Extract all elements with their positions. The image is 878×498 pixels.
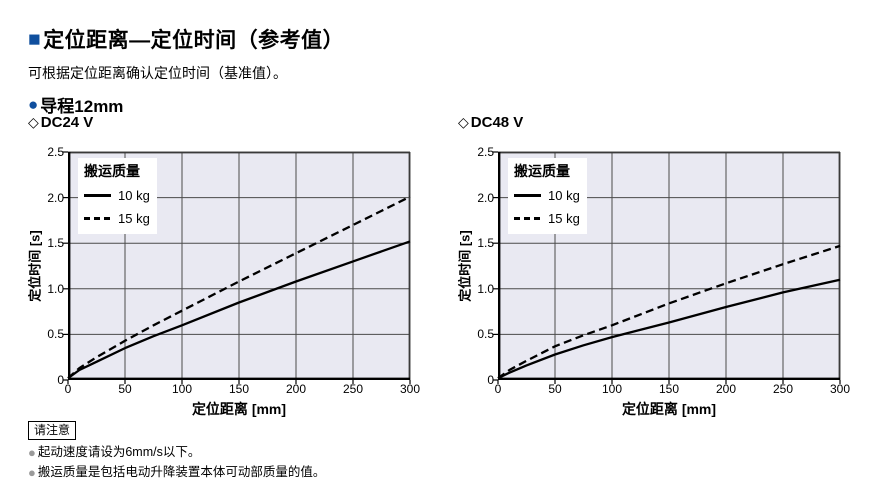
y-tick-label: 0.5 bbox=[47, 327, 64, 342]
x-tick-label: 100 bbox=[171, 382, 193, 396]
y-tick-label: 0.5 bbox=[477, 327, 494, 342]
lead-spec-label: 导程12mm bbox=[40, 97, 124, 116]
y-tick-label: 0 bbox=[487, 373, 494, 387]
note-text: 搬运质量是包括电动升降装置本体可动部质量的值。 bbox=[37, 465, 326, 479]
y-tick-label: 2.0 bbox=[47, 190, 64, 205]
diamond-icon: ◇ bbox=[28, 114, 39, 130]
x-tick-label: 300 bbox=[399, 382, 421, 396]
header: ■ 定位距离―定位时间（参考值） 可根据定位距离确认定位时间（基准值）。 ● 导… bbox=[28, 24, 344, 117]
x-axis-label: 定位距离 [mm] bbox=[621, 401, 717, 417]
chart-dc24v-title: DC24 V bbox=[40, 113, 94, 131]
x-axis-label: 定位距离 [mm] bbox=[191, 401, 287, 417]
solid-line-swatch bbox=[84, 194, 111, 197]
x-tick-label: 200 bbox=[285, 382, 307, 396]
x-tick-label: 50 bbox=[118, 382, 132, 396]
x-tick-label: 0 bbox=[494, 382, 502, 396]
y-tick-label: 1.5 bbox=[477, 236, 494, 251]
x-tick-label: 100 bbox=[601, 382, 623, 396]
note-bullet-icon: ● bbox=[28, 464, 36, 480]
page-title-text: 定位距离―定位时间（参考值） bbox=[43, 29, 345, 52]
y-tick-label: 2.5 bbox=[47, 145, 64, 159]
x-tick-label: 50 bbox=[548, 382, 562, 396]
x-tick-label: 300 bbox=[829, 382, 851, 396]
legend-item-label: 15 kg bbox=[548, 211, 580, 226]
caution-box: 请注意 bbox=[28, 421, 77, 440]
y-tick-label: 1.0 bbox=[47, 281, 64, 296]
page-subtitle: 可根据定位距离确认定位时间（基准值）。 bbox=[28, 65, 287, 81]
legend-item-label: 15 kg bbox=[118, 211, 150, 226]
legend-item-label: 10 kg bbox=[118, 188, 150, 203]
chart-dc48v-title: DC48 V bbox=[470, 113, 524, 131]
solid-line-swatch bbox=[514, 194, 541, 197]
y-tick-label: 2.5 bbox=[477, 145, 494, 159]
dashed-line-swatch bbox=[514, 217, 541, 220]
legend: 搬运质量 10 kg 15 kg bbox=[508, 158, 587, 234]
note-text: 起动速度请设为6mm/s以下。 bbox=[37, 445, 201, 459]
y-tick-label: 0 bbox=[57, 373, 64, 387]
y-tick-label: 1.0 bbox=[477, 281, 494, 296]
x-tick-label: 150 bbox=[228, 382, 250, 396]
legend-item-label: 10 kg bbox=[548, 188, 580, 203]
legend-item-10kg: 10 kg bbox=[514, 184, 580, 207]
lead-circle-icon: ● bbox=[28, 95, 39, 114]
note-item: ● 搬运质量是包括电动升降装置本体可动部质量的值。 bbox=[28, 464, 325, 480]
x-tick-label: 250 bbox=[772, 382, 794, 396]
x-tick-label: 200 bbox=[715, 382, 737, 396]
chart-dc24v-heading: ◇ DC24 V bbox=[28, 112, 440, 132]
legend-title: 搬运质量 bbox=[514, 163, 570, 179]
legend-title: 搬运质量 bbox=[84, 163, 140, 179]
diamond-icon: ◇ bbox=[458, 114, 469, 130]
note-item: ● 起动速度请设为6mm/s以下。 bbox=[28, 444, 325, 460]
chart-dc48v: ◇ DC48 V 定位时间 [s] 搬运质量 10 kg 15 kg 0 50 10… bbox=[458, 112, 870, 432]
chart-dc48v-heading: ◇ DC48 V bbox=[458, 112, 870, 132]
dashed-line-swatch bbox=[84, 217, 111, 220]
legend-item-15kg: 15 kg bbox=[84, 207, 150, 230]
legend-item-15kg: 15 kg bbox=[514, 207, 580, 230]
x-tick-label: 250 bbox=[342, 382, 364, 396]
chart-dc24v: ◇ DC24 V 定位时间 [s] 搬运质量 10 kg 15 kg 0 50 10… bbox=[28, 112, 440, 432]
notes-section: 请注意 ● 起动速度请设为6mm/s以下。 ● 搬运质量是包括电动升降装置本体可… bbox=[28, 421, 325, 480]
x-tick-label: 150 bbox=[658, 382, 680, 396]
legend-item-10kg: 10 kg bbox=[84, 184, 150, 207]
page-title: ■ 定位距离―定位时间（参考值） bbox=[28, 24, 344, 54]
y-tick-label: 2.0 bbox=[477, 190, 494, 205]
y-tick-label: 1.5 bbox=[47, 236, 64, 251]
title-square-icon: ■ bbox=[28, 27, 42, 51]
note-bullet-icon: ● bbox=[28, 444, 36, 460]
plot-area: 搬运质量 10 kg 15 kg bbox=[63, 151, 411, 384]
plot-area: 搬运质量 10 kg 15 kg bbox=[493, 151, 841, 384]
x-tick-label: 0 bbox=[64, 382, 72, 396]
legend: 搬运质量 10 kg 15 kg bbox=[78, 158, 157, 234]
lead-spec: ● 导程12mm bbox=[28, 92, 344, 117]
